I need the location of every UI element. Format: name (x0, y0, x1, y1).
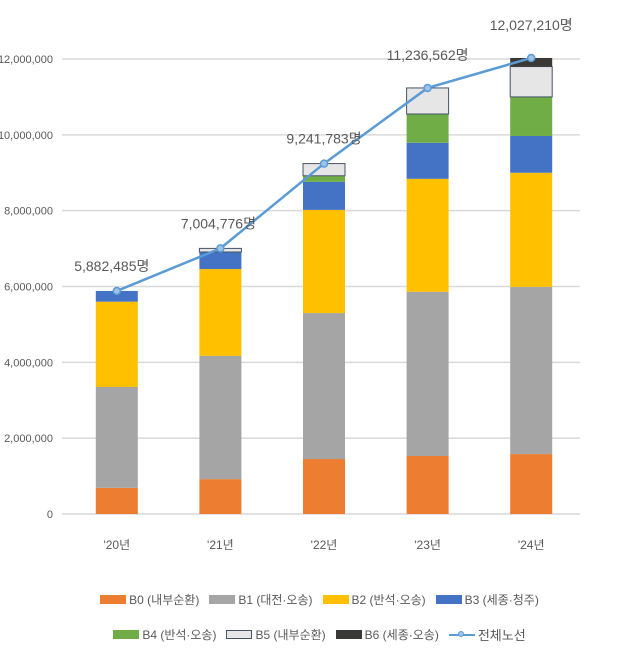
legend-swatch-b0 (100, 595, 127, 604)
legend-item-b4: B4 (반석·오송) (113, 625, 216, 644)
legend-label: B6 (세종·오송) (364, 628, 439, 642)
stacked-bar-line-chart: 0 2,000,000 4,000,000 6,000,000 8,000,000 10,… (0, 17, 580, 552)
x-tick-label: '24년 (518, 538, 545, 552)
data-label: 11,236,562명 (387, 47, 469, 63)
total-line-point (423, 83, 432, 93)
bar-segment-2 (199, 269, 242, 356)
total-line-point (216, 244, 225, 253)
bar-segment-2 (95, 301, 138, 387)
bar-segment-1 (510, 286, 553, 455)
total-line-point (112, 286, 122, 296)
y-tick-label: 8,000,000 (4, 206, 53, 218)
legend-item-total: 전체노선 (448, 625, 526, 644)
bar-segment-5 (509, 66, 553, 98)
y-tick-label: 0 (47, 509, 53, 521)
total-line-point (319, 159, 329, 168)
bar-segment-5 (406, 87, 450, 115)
bar-segment-0 (510, 454, 553, 514)
bar-segment-2 (303, 209, 345, 314)
bar-segment-1 (199, 355, 242, 480)
legend-label: B5 (내부순환) (255, 628, 326, 642)
bar-segment-1 (303, 313, 345, 460)
bar-segment-3 (510, 135, 553, 173)
legend-swatch-b4 (113, 630, 140, 639)
legend-swatch-b3 (435, 595, 462, 604)
bar-segment-3 (303, 181, 345, 210)
data-label: 9,241,783명 (286, 131, 361, 147)
legend-item-b6: B6 (세종·오송) (335, 625, 439, 644)
legend-swatch-b6 (335, 630, 362, 639)
data-label: 7,004,776명 (181, 215, 256, 231)
data-label: 12,027,210명 (490, 17, 573, 33)
legend-label: B0 (내부순환) (129, 593, 200, 607)
x-tick-label: '21년 (207, 538, 234, 552)
x-tick-label: '20년 (103, 538, 130, 552)
x-tick-label: '22년 (311, 538, 338, 552)
y-tick-label: 12,000,000 (0, 54, 53, 66)
bar-segment-0 (95, 487, 138, 514)
y-tick-label: 6,000,000 (4, 282, 53, 294)
legend-swatch-b5 (226, 630, 253, 639)
bar-segment-1 (406, 291, 449, 456)
legend-row-1: B0 (내부순환) B1 (대전·오송) B2 (반석·오송) B3 (세종·청… (0, 591, 639, 608)
bar-segment-2 (510, 172, 553, 287)
bar-segment-4 (510, 96, 553, 136)
bar-segment-0 (406, 455, 449, 514)
bar-segment-3 (406, 142, 449, 179)
bar-segment-0 (303, 459, 345, 514)
bar-segment-3 (95, 290, 138, 302)
legend-label: B4 (반석·오송) (142, 628, 217, 642)
bar-segment-0 (199, 479, 242, 514)
legend-item-b5: B5 (내부순환) (226, 625, 326, 644)
total-line-point (526, 53, 536, 63)
bar-segment-3 (199, 251, 242, 270)
legend-item-b0: B0 (내부순환) (100, 591, 199, 608)
legend-swatch-line (448, 630, 475, 637)
legend-row-2: B4 (반석·오송) B5 (내부순환) B6 (세종·오송) 전체노선 (0, 625, 639, 644)
y-tick-label: 2,000,000 (4, 433, 53, 445)
legend-swatch-b2 (322, 595, 349, 604)
legend-item-b2: B2 (반석·오송) (322, 591, 426, 608)
legend-item-b3: B3 (세종·청주) (435, 591, 539, 608)
y-tick-label: 4,000,000 (4, 357, 53, 369)
bar-segment-4 (406, 113, 449, 143)
bar-segment-6 (510, 57, 553, 67)
legend-label: 전체노선 (477, 628, 526, 643)
legend-swatch-b1 (209, 595, 236, 604)
legend-label: B2 (반석·오송) (351, 593, 426, 607)
data-label: 5,882,485명 (74, 258, 149, 274)
legend-label: B1 (대전·오송) (238, 593, 313, 607)
bar-segment-4 (303, 175, 345, 182)
y-tick-label: 10,000,000 (0, 130, 53, 142)
bar-segment-2 (406, 178, 449, 292)
x-tick-label: '23년 (414, 538, 441, 552)
bar-segment-1 (95, 386, 138, 488)
legend-label: B3 (세종·청주) (464, 593, 539, 607)
legend-item-b1: B1 (대전·오송) (209, 591, 313, 608)
